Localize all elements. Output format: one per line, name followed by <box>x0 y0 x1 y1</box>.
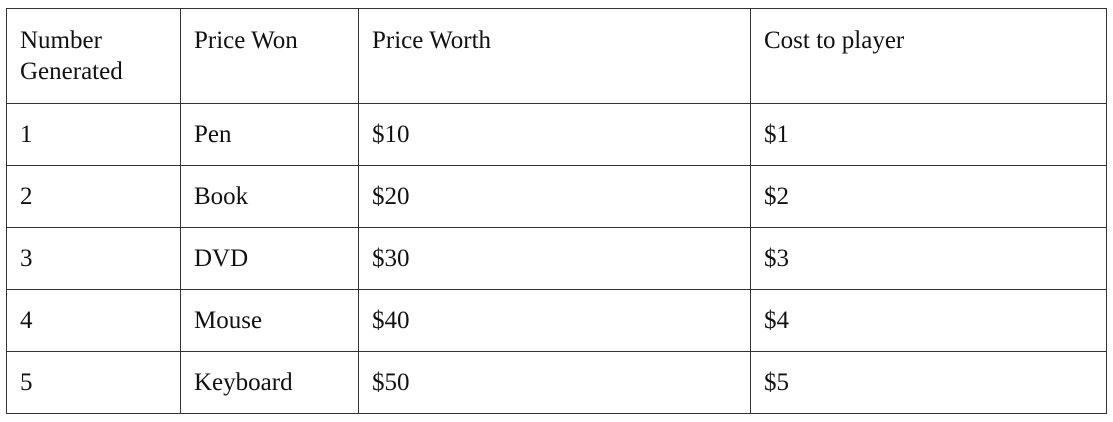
cell-worth: $50 <box>358 351 751 414</box>
cell-number: 4 <box>6 289 181 352</box>
header-price-worth: Price Worth <box>358 8 751 104</box>
cell-worth: $40 <box>358 289 751 352</box>
cell-prize: Book <box>180 165 359 228</box>
cell-cost: $4 <box>750 289 1107 352</box>
cell-prize: Pen <box>180 103 359 166</box>
header-number-generated: Number Generated <box>6 8 181 104</box>
table-row: 1 Pen $10 $1 <box>6 103 1107 166</box>
cell-cost: $5 <box>750 351 1107 414</box>
cell-number: 1 <box>6 103 181 166</box>
cell-prize: Keyboard <box>180 351 359 414</box>
prize-table-container: Number Generated Price Won Price Worth C… <box>6 8 1107 414</box>
cell-cost: $3 <box>750 227 1107 290</box>
cell-worth: $10 <box>358 103 751 166</box>
header-cost-to-player: Cost to player <box>750 8 1107 104</box>
cell-cost: $2 <box>750 165 1107 228</box>
cell-cost: $1 <box>750 103 1107 166</box>
table-header-row: Number Generated Price Won Price Worth C… <box>6 8 1107 104</box>
cell-number: 5 <box>6 351 181 414</box>
prize-table: Number Generated Price Won Price Worth C… <box>6 8 1107 414</box>
table-row: 2 Book $20 $2 <box>6 165 1107 228</box>
cell-worth: $20 <box>358 165 751 228</box>
table-row: 5 Keyboard $50 $5 <box>6 351 1107 414</box>
cell-number: 2 <box>6 165 181 228</box>
cell-worth: $30 <box>358 227 751 290</box>
cell-number: 3 <box>6 227 181 290</box>
cell-prize: DVD <box>180 227 359 290</box>
table-row: 4 Mouse $40 $4 <box>6 289 1107 352</box>
header-price-won: Price Won <box>180 8 359 104</box>
table-row: 3 DVD $30 $3 <box>6 227 1107 290</box>
cell-prize: Mouse <box>180 289 359 352</box>
